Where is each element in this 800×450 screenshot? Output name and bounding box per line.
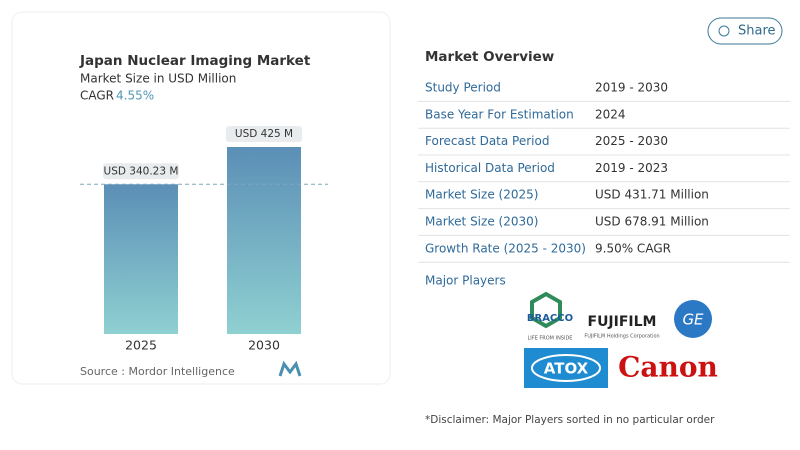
ge-mark: [674, 300, 712, 338]
fujifilm-logo: FUJIFILM: [588, 314, 657, 330]
share-icon: [718, 25, 730, 37]
brand-logo: [278, 360, 302, 377]
disclaimer: *Disclaimer: Major Players sorted in no …: [425, 414, 715, 426]
fujifilm-tag: FUJIFILM Holdings Corporation: [584, 334, 659, 340]
row-label: Base Year For Estimation: [425, 107, 574, 121]
value-label: USD 425 M: [235, 128, 293, 140]
share-button[interactable]: [707, 17, 783, 45]
bar: [227, 147, 301, 334]
players-title: Major Players: [425, 274, 506, 288]
share-label[interactable]: Share: [738, 24, 776, 39]
row-value: 2019 - 2023: [595, 161, 668, 175]
overview-table: Study Period 2019 - 2030 Base Year For Est…: [418, 81, 790, 263]
row-value: 2024: [595, 107, 626, 121]
overview-title: Market Overview: [425, 49, 554, 65]
row-label: Study Period: [425, 81, 501, 95]
row-value: 2019 - 2030: [595, 81, 668, 95]
row-label: Historical Data Period: [425, 161, 555, 175]
x-tick-label: 2030: [248, 338, 280, 353]
value-label-box: [103, 163, 179, 180]
plot: 2025 USD 340.23 M 2030 USD 425 M: [80, 126, 328, 353]
row-label: Forecast Data Period: [425, 134, 549, 148]
row-value: 2025 - 2030: [595, 134, 668, 148]
atox-logo: ATOX: [544, 360, 589, 378]
bracco-logo: BRACCO: [527, 313, 573, 324]
chart-title: Japan Nuclear Imaging Market: [79, 53, 311, 69]
chart-subtitle: Market Size in USD Million: [80, 72, 236, 86]
row-label: Growth Rate (2025 - 2030): [425, 241, 586, 255]
row-value: USD 678.91 Million: [595, 215, 709, 229]
cagr-value: 4.55%: [116, 89, 154, 103]
bracco-mark: [530, 291, 562, 329]
row-value: USD 431.71 Million: [595, 188, 709, 202]
value-label: USD 340.23 M: [104, 165, 179, 177]
bar: [104, 184, 178, 334]
ge-logo: GE: [682, 311, 704, 329]
value-label-box: [226, 126, 302, 142]
row-value: 9.50% CAGR: [595, 241, 671, 255]
row-label: Market Size (2025): [425, 188, 538, 202]
bracco-tag: LIFE FROM INSIDE: [528, 336, 573, 342]
cagr-label: CAGR: [80, 89, 114, 103]
row-label: Market Size (2030): [425, 215, 538, 229]
atox-ring: [531, 354, 601, 382]
source: Source : Mordor Intelligence: [80, 365, 235, 378]
x-tick-label: 2025: [125, 338, 157, 353]
players-logos: BRACCO LIFE FROM INSIDE FUJIFILM FUJIFIL…: [524, 291, 718, 388]
canon-logo: Canon: [618, 351, 718, 384]
